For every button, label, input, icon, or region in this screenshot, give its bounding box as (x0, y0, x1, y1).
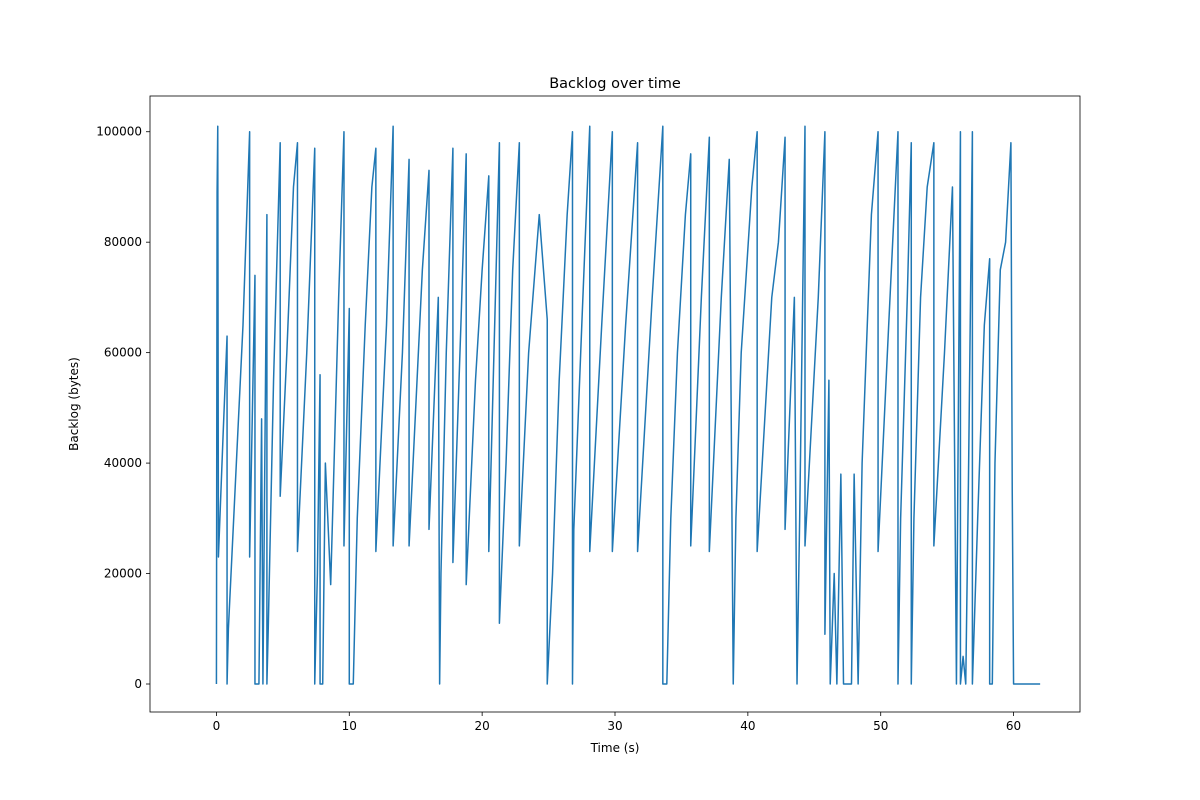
y-tick-label: 100000 (96, 125, 142, 139)
y-tick-label: 40000 (104, 456, 142, 470)
x-tick-label: 50 (873, 719, 888, 733)
y-tick-label: 60000 (104, 346, 142, 360)
x-tick-label: 0 (213, 719, 221, 733)
x-tick-label: 60 (1006, 719, 1021, 733)
chart-title: Backlog over time (549, 76, 681, 92)
x-tick-label: 40 (740, 719, 755, 733)
x-axis-label: Time (s) (590, 741, 640, 755)
data-line (215, 125, 1041, 685)
x-tick-label: 30 (607, 719, 622, 733)
x-tick-label: 20 (475, 719, 490, 733)
x-tick-label: 10 (342, 719, 357, 733)
y-tick-label: 0 (134, 677, 142, 691)
y-tick-label: 20000 (104, 567, 142, 581)
y-axis-label: Backlog (bytes) (67, 357, 81, 451)
y-tick-label: 80000 (104, 235, 142, 249)
plot-frame (149, 95, 1081, 713)
